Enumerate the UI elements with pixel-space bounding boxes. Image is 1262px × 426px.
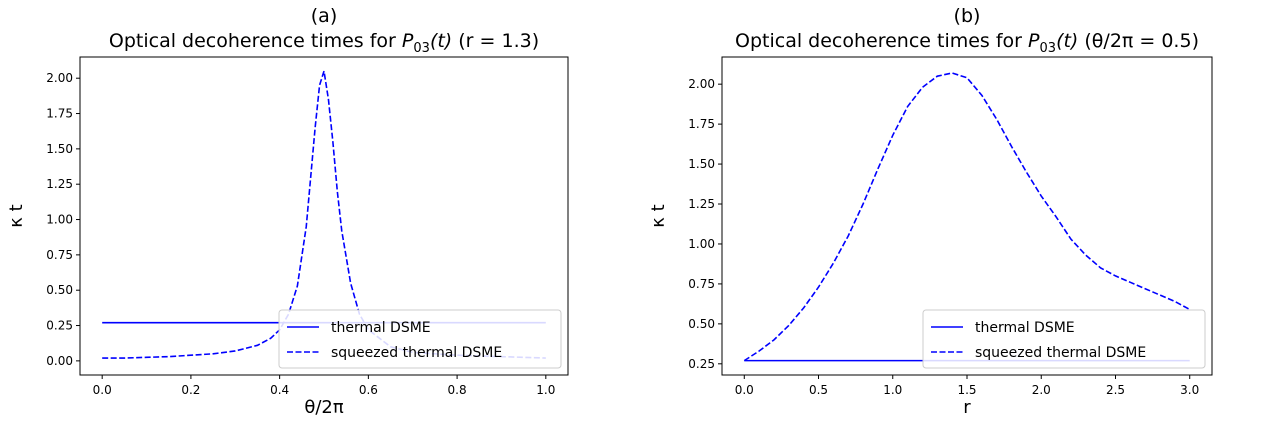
x-tick-label: 1.0	[883, 383, 902, 397]
x-tick-label: 0.2	[181, 383, 200, 397]
x-tick-label: 1.0	[536, 383, 555, 397]
legend-box	[278, 309, 562, 369]
chart-title: Optical decoherence times for P03(t) (r …	[109, 30, 539, 56]
x-tick-label: 2.0	[1032, 383, 1051, 397]
y-tick-label: 0.75	[46, 248, 73, 262]
title-suffix: (θ/2π = 0.5)	[1078, 30, 1199, 52]
y-tick-label: 1.50	[688, 157, 715, 171]
y-axis-label: κ t	[648, 204, 669, 227]
y-tick-label: 1.25	[688, 197, 715, 211]
chart-panel-b: 0.0 0.5 1.0 1.5 2.0 2.5 3.0 0.25 0.50 0.75 1.00 1.2…	[648, 5, 1213, 418]
x-axis-label: r	[963, 397, 971, 418]
y-tick-label: 0.75	[688, 277, 715, 291]
legend: thermal DSME squeezed thermal DSME	[278, 309, 562, 369]
legend-entry-label: squeezed thermal DSME	[331, 345, 502, 361]
axes-frame	[79, 56, 569, 376]
y-tick-label: 1.00	[46, 213, 73, 227]
y-tick-label: 0.25	[688, 357, 715, 371]
title-math-sub: 03	[1040, 41, 1057, 56]
x-tick-label: 0.4	[270, 383, 289, 397]
title-prefix: Optical decoherence times for	[109, 30, 402, 52]
x-tick-label: 0.6	[359, 383, 378, 397]
x-tick-label: 2.5	[1106, 383, 1125, 397]
title-math-arg: (t)	[1056, 30, 1078, 52]
y-axis-label: κ t	[6, 204, 27, 227]
title-math-base: P	[402, 30, 414, 52]
title-math-base: P	[1028, 30, 1040, 52]
y-tick-label: 1.25	[46, 177, 73, 191]
legend-entry-label: squeezed thermal DSME	[975, 345, 1146, 361]
legend-entry-label: thermal DSME	[331, 320, 431, 336]
title-math-arg: (t)	[430, 30, 452, 52]
legend-entry-label: thermal DSME	[975, 320, 1075, 336]
y-tick-label: 0.00	[46, 354, 73, 368]
y-tick-label: 0.50	[46, 283, 73, 297]
series-line-squeezed-thermal-dsme	[102, 70, 546, 359]
y-tick-label: 1.00	[688, 237, 715, 251]
title-prefix: Optical decoherence times for	[735, 30, 1028, 52]
y-tick-label: 0.50	[688, 317, 715, 331]
legend: thermal DSME squeezed thermal DSME	[922, 309, 1206, 369]
series-line-squeezed-thermal-dsme	[743, 72, 1191, 362]
x-tick-label: 1.5	[957, 383, 976, 397]
y-tick-label: 0.25	[46, 319, 73, 333]
y-tick-label: 1.75	[46, 107, 73, 121]
x-tick-label: 0.8	[448, 383, 467, 397]
x-tick-label: 0.0	[735, 383, 754, 397]
panel-label: (b)	[954, 5, 981, 27]
y-tick-label: 2.00	[46, 71, 73, 85]
chart-title: Optical decoherence times for P03(t) (θ/…	[735, 30, 1199, 56]
y-tick-label: 2.00	[688, 77, 715, 91]
y-tick-label: 1.50	[46, 142, 73, 156]
x-axis-label: θ/2π	[304, 397, 344, 418]
panel-label: (a)	[311, 5, 337, 27]
y-tick-label: 1.75	[688, 117, 715, 131]
legend-box	[922, 309, 1206, 369]
title-math-sub: 03	[413, 41, 430, 56]
x-tick-label: 3.0	[1180, 383, 1199, 397]
x-tick-label: 0.0	[93, 383, 112, 397]
title-suffix: (r = 1.3)	[452, 30, 539, 52]
x-tick-label: 0.5	[809, 383, 828, 397]
chart-panel-a: 0.0 0.2 0.4 0.6 0.8 1.0 0.00 0.25 0.50 0.75 1.00 1.…	[6, 5, 569, 418]
